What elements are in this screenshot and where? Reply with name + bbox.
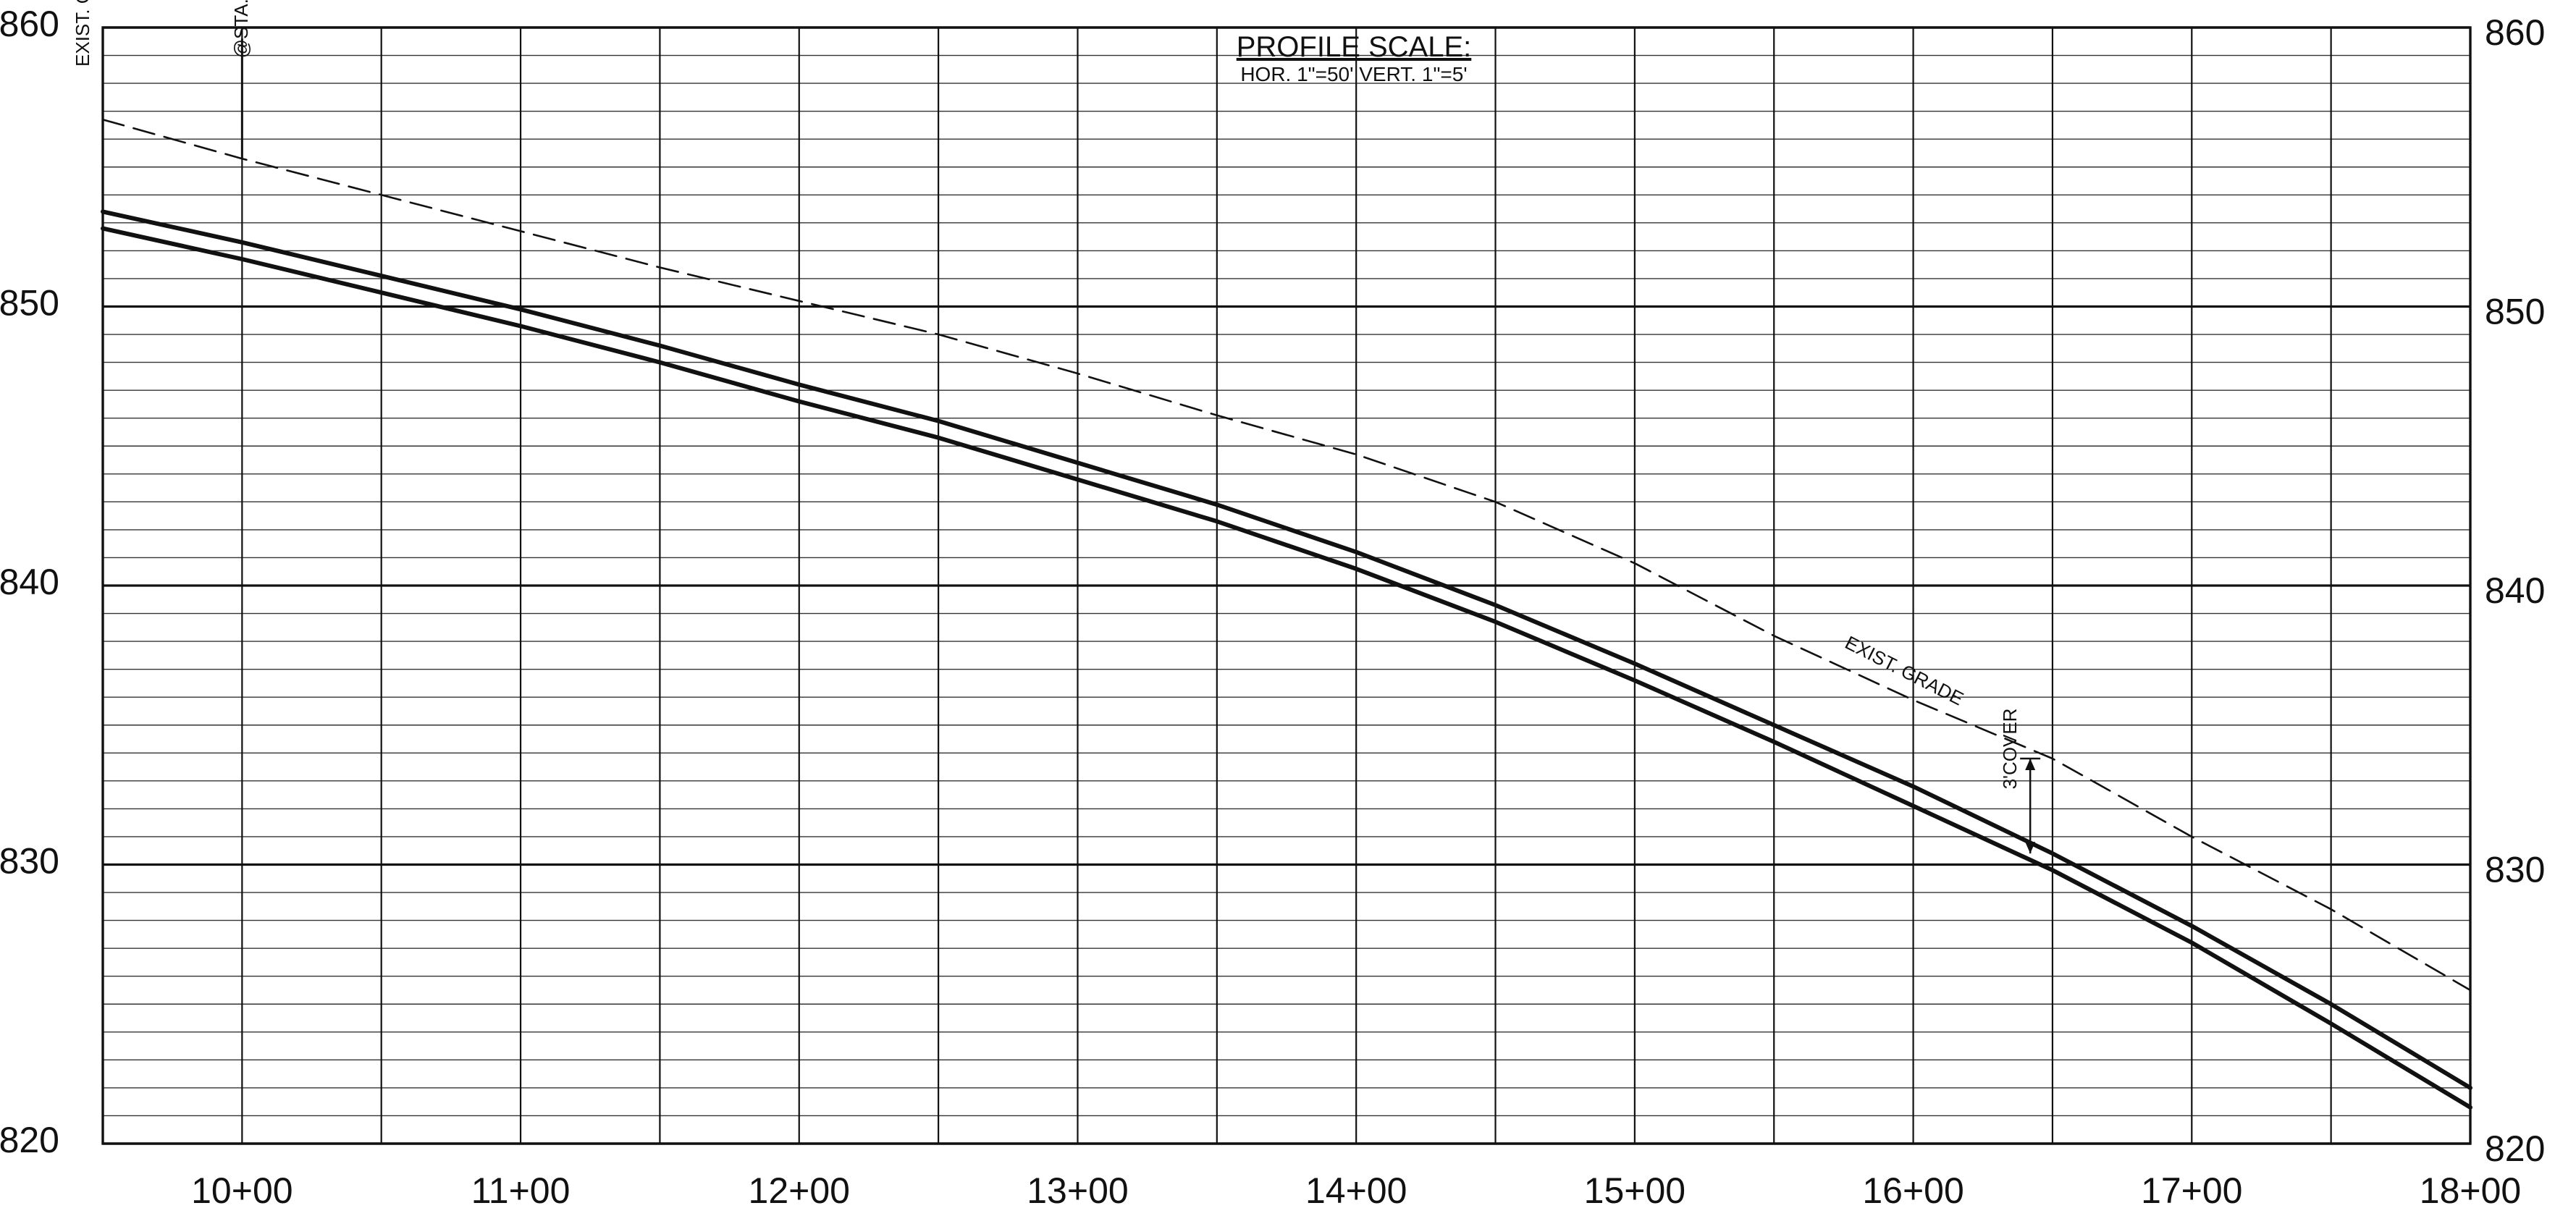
series-existing-grade-line <box>101 118 2472 992</box>
y-tick-label-left: 830 <box>0 841 59 882</box>
y-tick-label-left: 840 <box>0 562 59 602</box>
chart-subtitle: HOR. 1"=50' VERT. 1"=5' <box>1240 63 1467 85</box>
cover-arrow-up-icon <box>2025 759 2036 771</box>
plot-frame <box>101 26 2472 1145</box>
x-tick-label: 16+00 <box>1862 1170 1963 1211</box>
y-tick-label-right: 820 <box>2485 1128 2545 1169</box>
x-tick-label: 13+00 <box>1027 1170 1128 1211</box>
series-pipe-top-line <box>101 209 2472 1090</box>
x-tick-label: 15+00 <box>1584 1170 1685 1211</box>
annotation-valve-line2: @STA. 10+00 <box>230 0 252 58</box>
y-tick-label-right: 840 <box>2485 570 2545 611</box>
chart-title: PROFILE SCALE: <box>1237 31 1472 63</box>
x-tick-label: 18+00 <box>2420 1170 2521 1211</box>
annotation-valve-line1: EXIST. G.VALVE <box>72 0 93 67</box>
x-tick-label: 14+00 <box>1305 1170 1407 1211</box>
x-tick-label: 10+00 <box>191 1170 292 1211</box>
annotation-cover: 3'COVER <box>1999 709 2021 790</box>
y-tick-label-right: 830 <box>2485 850 2545 890</box>
cover-arrow-down-icon <box>2025 842 2036 854</box>
y-tick-label-right: 850 <box>2485 292 2545 332</box>
y-tick-label-left: 860 <box>0 4 59 44</box>
y-tick-label-left: 820 <box>0 1120 59 1160</box>
axis-labels-layer: 820 820 830 830 840 840 850 850 860 860 10+00 11+00… <box>0 4 2545 1211</box>
x-tick-label: 12+00 <box>749 1170 850 1211</box>
x-tick-label: 17+00 <box>2141 1170 2242 1211</box>
x-tick-label: 11+00 <box>471 1170 571 1211</box>
y-tick-label-left: 850 <box>0 283 59 324</box>
grid-layer <box>101 26 2472 1145</box>
series-pipe-bottom-line <box>101 226 2472 1110</box>
series-layer <box>101 118 2472 1110</box>
y-tick-label-right: 860 <box>2485 12 2545 53</box>
